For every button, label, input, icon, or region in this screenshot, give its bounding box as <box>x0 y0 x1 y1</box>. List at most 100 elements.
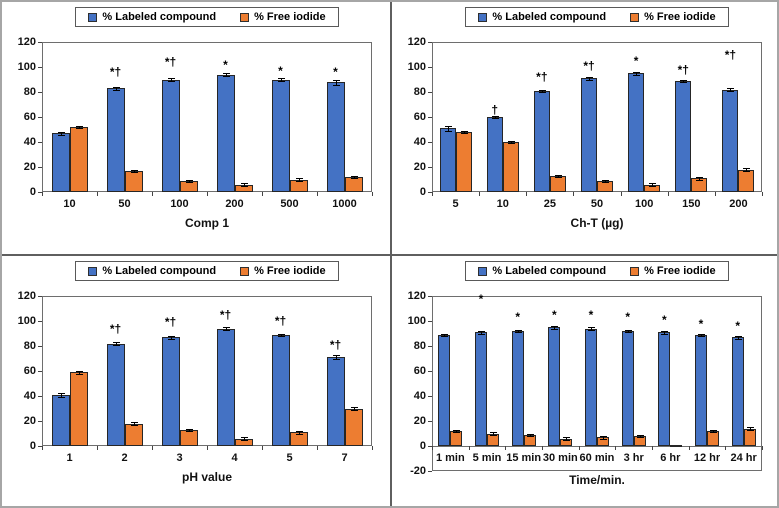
x-axis-tick-mark <box>317 446 318 450</box>
x-axis-category-label: 150 <box>682 198 701 210</box>
significance-mark: * <box>551 307 557 322</box>
y-axis-tick-label: 0 <box>29 186 36 198</box>
error-bar <box>566 437 568 440</box>
error-bar <box>730 88 732 91</box>
error-bar-cap <box>444 125 452 127</box>
y-axis-tick-label: 20 <box>23 161 36 173</box>
chart-area-cht: 0 20 40 60 80 100 120 5 † 10 *† 25 *† 50 * 100 *† 150 *† 20… <box>392 2 777 252</box>
y-axis-tick-label: 100 <box>407 315 426 327</box>
error-bar-cap <box>332 84 340 86</box>
legend-label-labeled: % Labeled compound <box>492 11 607 23</box>
significance-mark: *† <box>109 65 122 79</box>
error-bar-cap <box>602 182 609 183</box>
error-bar-cap <box>130 169 138 171</box>
x-axis-category-label: 5 <box>452 198 459 210</box>
legend-label-free: % Free iodide <box>644 11 716 23</box>
error-bar-cap <box>680 82 688 83</box>
x-axis-tick-mark <box>542 446 543 450</box>
error-bar-cap <box>696 179 704 181</box>
significance-mark: *† <box>677 62 689 77</box>
y-axis-tick-label: 100 <box>407 61 426 73</box>
legend: % Labeled compound % Free iodide <box>432 261 762 281</box>
error-bar-cap <box>112 89 120 91</box>
y-axis-tick-label: 40 <box>413 136 426 148</box>
free-iodide-swatch-icon <box>240 12 250 22</box>
error-bar-cap <box>130 424 138 426</box>
y-axis-tick-mark <box>38 346 42 347</box>
y-axis-tick-label: 60 <box>23 365 36 377</box>
free-iodide-bar <box>549 175 566 192</box>
labeled-compound-bar <box>695 334 707 446</box>
free-iodide-bar <box>450 431 463 446</box>
error-bar-cap <box>526 433 534 435</box>
error-bar-cap <box>746 427 754 429</box>
error-bar-cap <box>507 140 515 142</box>
labeled-compound-bar <box>548 327 561 446</box>
error-bar-cap <box>460 130 468 132</box>
error-bar <box>517 329 519 333</box>
significance-mark: * <box>698 316 704 331</box>
significance-mark: * <box>588 307 594 322</box>
error-bar-cap <box>526 436 534 437</box>
error-bar <box>481 331 482 334</box>
x-axis-tick-mark <box>479 192 480 196</box>
error-bar <box>683 79 685 82</box>
y-axis-tick-label: 80 <box>23 340 36 352</box>
labeled-compound-swatch-icon <box>478 12 488 22</box>
y-axis-tick-mark <box>428 396 432 397</box>
significance-mark: * <box>625 310 630 325</box>
x-axis-tick-mark <box>762 446 763 450</box>
legend-label-free: % Free iodide <box>254 265 326 277</box>
error-bar <box>60 392 62 397</box>
error-bar-cap <box>633 74 641 76</box>
error-bar-cap <box>551 328 559 330</box>
error-bar-cap <box>551 326 559 327</box>
error-bar-cap <box>295 431 303 432</box>
error-bar-cap <box>490 432 497 434</box>
y-axis-tick-mark <box>38 371 42 372</box>
x-axis-category-label: 6 hr <box>660 452 681 464</box>
error-bar-cap <box>75 125 83 127</box>
significance-mark: † <box>491 102 499 117</box>
x-axis-tick-mark <box>207 446 208 450</box>
chart-area-comp1: 0 20 40 60 80 100 120 10 *† 50 *† 100 * 200 * 500 * 1000 C… <box>2 2 388 252</box>
x-axis-tick-mark <box>432 446 433 450</box>
x-axis-category-label: 3 hr <box>623 452 644 464</box>
zero-axis-line <box>432 446 762 447</box>
significance-mark: * <box>478 291 484 306</box>
error-bar <box>557 174 559 177</box>
labeled-compound-bar <box>216 74 235 192</box>
error-bar <box>541 89 543 92</box>
error-bar <box>444 333 446 336</box>
legend-item-free: % Free iodide <box>630 11 716 23</box>
error-bar-cap <box>710 429 717 431</box>
error-bar-cap <box>350 409 358 411</box>
error-bar-cap <box>586 79 593 81</box>
error-bar <box>225 327 227 330</box>
error-bar-cap <box>240 437 248 439</box>
legend-item-labeled: % Labeled compound <box>88 265 216 277</box>
x-axis-category-label: 200 <box>225 198 244 210</box>
error-bar <box>298 431 300 434</box>
significance-mark: *† <box>583 58 595 73</box>
y-axis-tick-mark <box>38 321 42 322</box>
legend-box: % Labeled compound % Free iodide <box>465 7 729 27</box>
labeled-compound-bar <box>106 88 125 192</box>
free-iodide-bar <box>738 169 755 192</box>
y-axis-tick-label: 0 <box>29 440 36 452</box>
error-bar <box>133 422 135 425</box>
labeled-compound-bar <box>581 78 597 192</box>
x-axis-category-label: 1000 <box>332 198 357 210</box>
error-bar <box>335 355 337 360</box>
x-axis-tick-mark <box>762 192 763 196</box>
error-bar <box>749 427 751 430</box>
x-axis-category-label: 1 min <box>435 452 465 464</box>
error-bar-cap <box>490 434 497 436</box>
chart-panel-time: -20 0 20 40 60 80 100 120 1 min * 5 min * 15 min * 30 … <box>392 256 777 506</box>
error-bar <box>652 183 654 186</box>
x-axis-tick-mark <box>97 446 98 450</box>
x-axis-category-label: 4 <box>231 452 238 464</box>
x-axis-tick-mark <box>152 192 153 196</box>
y-axis-tick-label: 60 <box>413 365 426 377</box>
error-bar-cap <box>222 75 230 77</box>
